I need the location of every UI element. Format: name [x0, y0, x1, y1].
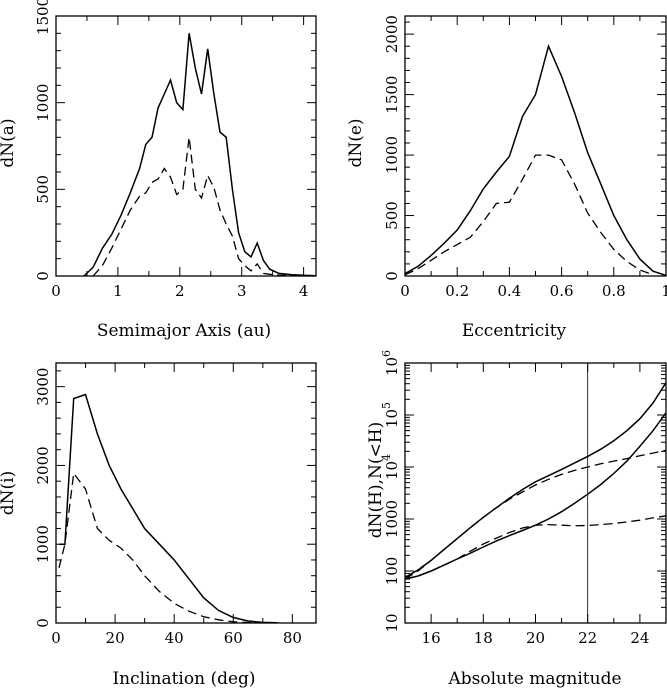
series-differential-dashed	[405, 515, 666, 580]
x-axis-label: Inclination (deg)	[112, 669, 255, 689]
x-tick-label: 20	[526, 629, 545, 647]
x-tick-label: 80	[283, 629, 302, 647]
x-tick-label: 18	[474, 629, 493, 647]
y-tick-exponent: 6	[380, 350, 393, 357]
panel-semimajor-axis: Semimajor Axis (au) dN(a) 0 1 2 3 4 0 500 1000 1…	[0, 0, 317, 341]
y-tick-label: 104	[380, 454, 401, 480]
x-tick-label: 4	[299, 282, 309, 300]
y-tick-label: 3000	[34, 368, 52, 406]
y-tick-label: 2000	[383, 15, 401, 53]
x-tick-label: 1	[661, 282, 667, 300]
y-tick-label: 2000	[34, 446, 52, 484]
panel-eccentricity: Eccentricity dN(e) 0 0.2 0.4 0.6 0.8 1 0 500 100…	[346, 15, 667, 341]
plot-frame	[404, 15, 667, 277]
x-tick-label: 16	[422, 629, 441, 647]
x-axis-label: Absolute magnitude	[447, 669, 621, 689]
x-tick-label: 0.2	[445, 282, 469, 300]
series-solid	[405, 43, 666, 276]
series-solid	[59, 393, 278, 623]
y-tick-label: 500	[34, 175, 52, 204]
y-tick-label: 105	[380, 402, 401, 428]
y-tick-exponent: 5	[380, 402, 393, 409]
y-tick-label: 1500	[34, 0, 52, 35]
series-cumulative-dashed	[405, 449, 666, 580]
x-tick-label: 0	[51, 629, 61, 647]
y-tick-label: 100	[383, 557, 401, 586]
y-axis-label: dN(H),N(<H)	[366, 422, 386, 538]
series-dashed	[92, 137, 304, 276]
x-axis-label: Semimajor Axis (au)	[97, 321, 271, 341]
y-tick-label: 0	[34, 271, 52, 281]
series-differential-solid	[405, 412, 666, 580]
y-axis-label: dN(i)	[0, 471, 18, 515]
x-tick-label: 0	[51, 282, 61, 300]
series-solid	[83, 33, 316, 276]
x-tick-label: 24	[630, 629, 649, 647]
plot-frame	[404, 362, 667, 624]
y-tick-label: 500	[383, 201, 401, 230]
y-tick-label: 1000	[383, 136, 401, 174]
y-tick-label: 1500	[383, 76, 401, 114]
y-tick-label: 1000	[383, 500, 401, 538]
x-tick-label: 1	[113, 282, 123, 300]
y-tick-label: 106	[380, 350, 401, 376]
x-tick-label: 60	[224, 629, 243, 647]
x-tick-label: 20	[106, 629, 125, 647]
panel-absolute-magnitude: Absolute magnitude dN(H),N(<H) 16 18 20 22 2…	[366, 350, 667, 689]
x-tick-label: 40	[165, 629, 184, 647]
y-axis-label: dN(a)	[0, 118, 18, 167]
y-tick-label: 10	[383, 613, 401, 632]
x-tick-label: 0.8	[602, 282, 626, 300]
x-tick-label: 0.4	[497, 282, 521, 300]
series-cumulative-solid	[405, 382, 666, 579]
y-tick-label: 0	[383, 271, 401, 281]
x-tick-label: 3	[237, 282, 247, 300]
series-dashed	[405, 154, 654, 276]
plot-frame	[55, 362, 317, 624]
plot-frame	[55, 15, 317, 277]
x-axis-label: Eccentricity	[462, 321, 567, 341]
y-tick-exponent: 4	[380, 454, 393, 461]
y-tick-label: 1000	[34, 525, 52, 563]
x-tick-label: 0	[400, 282, 410, 300]
y-axis-label: dN(e)	[346, 118, 366, 167]
x-tick-label: 22	[578, 629, 597, 647]
panel-inclination: Inclination (deg) dN(i) 0 20 40 60 80 0 1000 20…	[0, 362, 317, 689]
series-dashed	[58, 471, 278, 623]
y-tick-label: 0	[34, 618, 52, 628]
y-tick-label: 1000	[34, 84, 52, 122]
x-tick-label: 2	[175, 282, 185, 300]
x-tick-label: 0.6	[550, 282, 574, 300]
